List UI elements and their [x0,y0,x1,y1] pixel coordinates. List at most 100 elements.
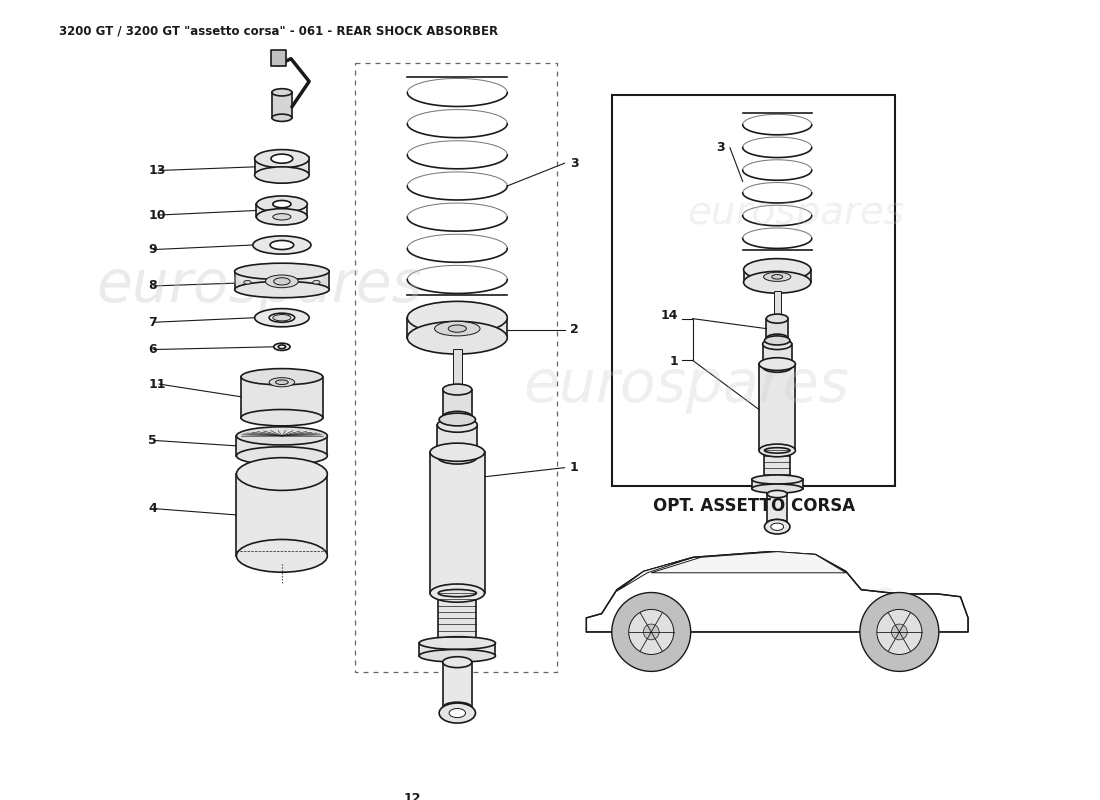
Ellipse shape [438,590,476,597]
Ellipse shape [767,490,788,498]
Bar [767,318,788,338]
Text: 6: 6 [148,343,157,356]
Bar [272,92,292,118]
Ellipse shape [759,358,795,370]
Ellipse shape [256,209,307,225]
Ellipse shape [274,343,290,350]
Ellipse shape [762,338,792,350]
Ellipse shape [241,369,322,385]
Circle shape [860,593,938,671]
Ellipse shape [744,271,811,293]
Text: 11: 11 [148,378,166,390]
Ellipse shape [270,313,295,322]
Ellipse shape [273,214,292,220]
Text: eurospares: eurospares [661,578,893,621]
Circle shape [612,593,691,671]
Ellipse shape [771,523,783,530]
Text: 1: 1 [670,355,678,368]
Ellipse shape [273,201,292,208]
Ellipse shape [236,458,328,490]
Ellipse shape [234,263,329,279]
Text: 4: 4 [148,502,157,515]
Bar [767,494,788,523]
Ellipse shape [271,241,294,250]
Ellipse shape [744,258,811,281]
Bar [234,271,329,290]
Bar [762,344,792,366]
Ellipse shape [253,236,311,254]
Ellipse shape [443,657,472,668]
Ellipse shape [431,742,443,749]
Text: 14: 14 [661,310,678,322]
Text: 3200 GT / 3200 GT "assetto corsa" - 061 - REAR SHOCK ABSORBER: 3200 GT / 3200 GT "assetto corsa" - 061 … [59,24,498,37]
Polygon shape [586,552,968,632]
Ellipse shape [254,150,309,168]
Bar [443,662,472,708]
Text: eurospares: eurospares [686,194,904,232]
Bar [612,95,895,486]
Polygon shape [651,552,846,573]
Ellipse shape [764,448,790,453]
Text: eurospares: eurospares [524,358,849,414]
Polygon shape [617,558,693,591]
Ellipse shape [271,154,293,163]
Bar [438,593,476,643]
Ellipse shape [272,89,292,96]
Bar [430,452,485,593]
Text: 10: 10 [148,209,166,222]
Ellipse shape [265,275,298,288]
Ellipse shape [767,519,788,526]
Ellipse shape [256,196,307,212]
Ellipse shape [273,314,292,321]
Text: eurospares: eurospares [96,258,422,314]
Ellipse shape [448,325,466,332]
Ellipse shape [438,418,477,432]
Bar [419,643,495,656]
Text: 3: 3 [570,157,579,170]
Ellipse shape [234,282,329,298]
Ellipse shape [438,450,477,464]
Text: 13: 13 [148,164,166,177]
Ellipse shape [443,702,472,713]
Ellipse shape [767,334,788,343]
Bar [443,390,472,417]
Ellipse shape [759,444,795,457]
Ellipse shape [419,650,495,662]
Ellipse shape [762,362,792,372]
Ellipse shape [244,281,251,284]
Bar [236,474,328,556]
Ellipse shape [312,281,320,284]
Text: 9: 9 [148,243,157,256]
Ellipse shape [270,378,295,386]
Ellipse shape [254,167,309,183]
Text: 1: 1 [570,461,579,474]
Bar [751,479,803,489]
Ellipse shape [272,114,292,122]
Circle shape [891,624,908,640]
Text: 3: 3 [716,142,725,154]
Text: 7: 7 [148,316,157,329]
Ellipse shape [274,278,290,285]
Text: OPT. ASSETTO CORSA: OPT. ASSETTO CORSA [652,497,855,514]
Text: 8: 8 [148,279,157,293]
Bar [241,377,322,418]
Bar [271,50,286,66]
Text: 12: 12 [403,792,420,800]
Ellipse shape [439,703,475,723]
Circle shape [629,610,674,654]
Ellipse shape [407,302,507,334]
Ellipse shape [254,309,309,327]
Bar [236,436,328,456]
Ellipse shape [443,411,472,422]
Ellipse shape [425,738,450,752]
Ellipse shape [772,274,783,279]
Ellipse shape [241,410,322,426]
Ellipse shape [764,519,790,534]
Ellipse shape [430,443,485,462]
Text: 2: 2 [570,323,579,336]
Ellipse shape [434,322,480,336]
Bar [453,349,462,390]
Ellipse shape [430,584,485,602]
Bar [773,291,781,318]
Circle shape [877,610,922,654]
